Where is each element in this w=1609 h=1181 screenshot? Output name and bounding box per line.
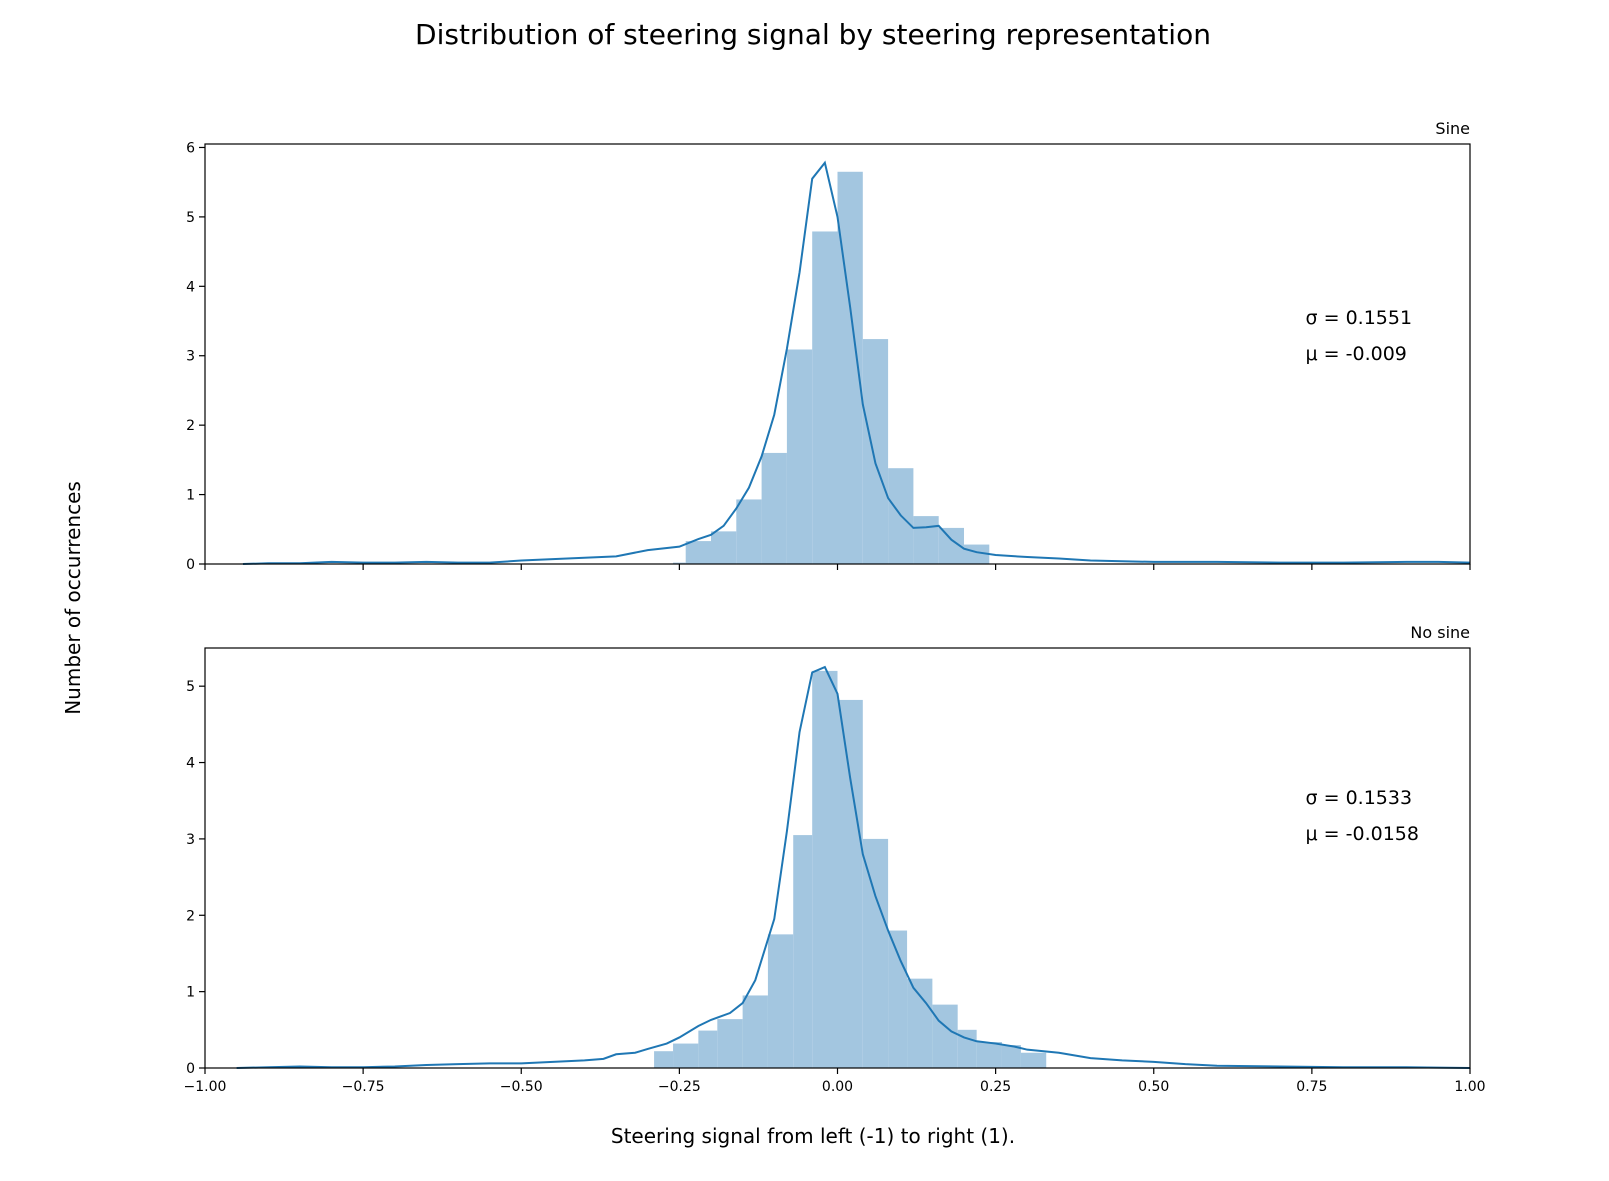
histogram-bar: [711, 531, 737, 564]
y-tick-label: 1: [186, 985, 195, 1001]
kde-line: [242, 160, 1471, 565]
y-tick-label: 4: [186, 279, 195, 295]
histogram-bar: [736, 499, 762, 564]
histogram-bar: [932, 1004, 958, 1068]
y-tick-label: 1: [186, 488, 195, 504]
mu-annotation: μ = -0.009: [1306, 343, 1407, 365]
histogram-bar: [742, 995, 768, 1068]
histogram-bar: [767, 934, 794, 1068]
histogram-bar: [673, 1043, 699, 1068]
histogram-bar: [837, 699, 863, 1068]
x-axis-label: Steering signal from left (-1) to right …: [611, 1124, 1015, 1148]
histogram-bar: [964, 544, 990, 564]
histogram-bar: [862, 838, 889, 1068]
subplot-title: No sine: [1410, 623, 1470, 642]
histogram-bar: [1020, 1052, 1047, 1068]
y-tick-label: 4: [186, 756, 195, 772]
x-tick-label: 0.25: [980, 1079, 1011, 1095]
histogram-bar: [862, 339, 889, 564]
histogram-bar: [812, 231, 838, 564]
x-tick-label: −0.50: [500, 1079, 543, 1095]
x-tick-label: −1.00: [184, 1079, 227, 1095]
histogram-bar: [673, 562, 686, 564]
histogram-bar: [907, 978, 933, 1068]
x-tick-label: 0.00: [822, 1079, 853, 1095]
sigma-annotation: σ = 0.1551: [1306, 307, 1413, 329]
y-tick-label: 0: [186, 1061, 195, 1077]
histogram-bar: [913, 516, 939, 564]
histogram-bar: [685, 541, 711, 564]
histogram-bar: [786, 349, 813, 564]
histogram-bar: [793, 835, 813, 1068]
x-tick-label: 0.75: [1296, 1079, 1327, 1095]
y-tick-label: 3: [186, 349, 195, 365]
histogram-bar: [761, 452, 787, 564]
subplot-title: Sine: [1435, 119, 1470, 138]
subplot-no-sine: 0 1 2 3 4 5 −1.00 −0.75 −0.50 −0.25 0.00 0.25 0.50 0.…: [184, 623, 1486, 1095]
x-tick-label: 0.50: [1138, 1079, 1169, 1095]
y-tick-label: 6: [186, 140, 195, 156]
x-tick-label: −0.25: [658, 1079, 701, 1095]
sigma-annotation: σ = 0.1533: [1306, 787, 1413, 809]
y-tick-label: 2: [186, 418, 195, 434]
y-axis-label: Number of occurrences: [61, 481, 85, 715]
histogram-bar: [812, 670, 838, 1068]
subplot-sine: 0 1 2 3 4 5 6 Sine σ = 0.1551 μ = -0.009: [186, 119, 1471, 573]
figure-title: Distribution of steering signal by steer…: [415, 18, 1211, 51]
x-tick-label: 1.00: [1454, 1079, 1485, 1095]
histogram-bar: [698, 1030, 718, 1068]
histogram-bar: [654, 1051, 674, 1068]
y-tick-label: 5: [186, 679, 195, 695]
y-tick-label: 2: [186, 908, 195, 924]
histogram-bar: [976, 1042, 1002, 1068]
y-tick-label: 5: [186, 210, 195, 226]
histogram-bar: [1001, 1045, 1021, 1068]
y-tick-label: 3: [186, 832, 195, 848]
histogram-bar: [717, 1019, 743, 1068]
x-tick-label: −0.75: [342, 1079, 385, 1095]
mu-annotation: μ = -0.0158: [1306, 823, 1419, 845]
kde-line: [236, 665, 1471, 1069]
y-tick-label: 0: [186, 557, 195, 573]
